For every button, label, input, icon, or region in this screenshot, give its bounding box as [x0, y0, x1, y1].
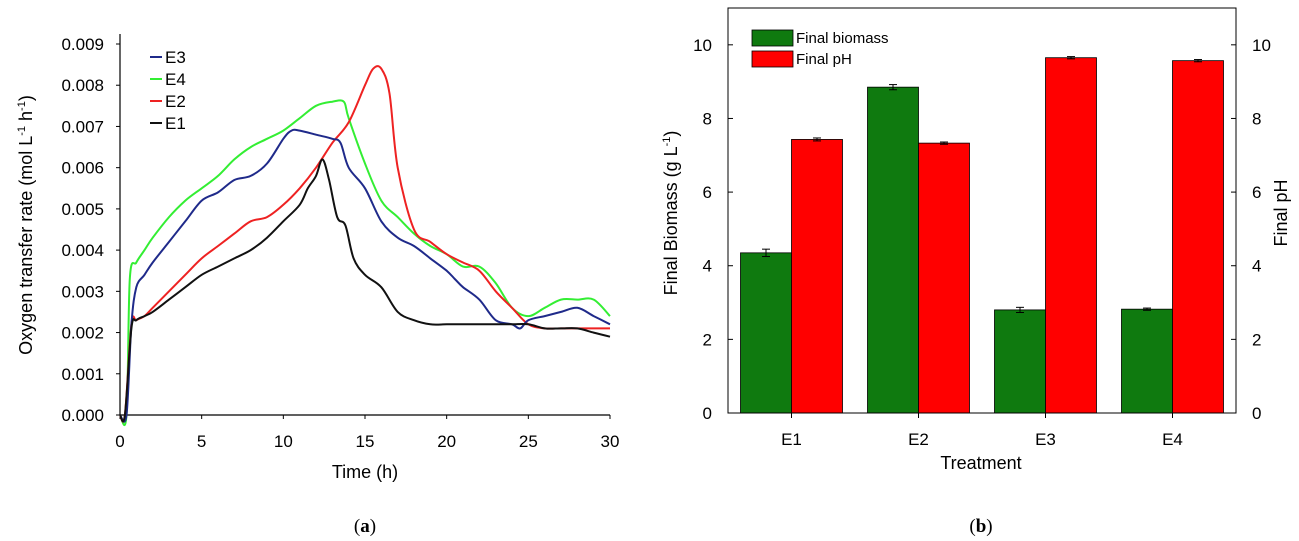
panel-b-right-axis-title: Final pH	[1271, 179, 1291, 246]
legend-label-final-biomass: Final biomass	[796, 30, 889, 47]
panel-b-left-tick-label: 6	[703, 183, 712, 202]
panel-b-caption: (b)	[969, 516, 992, 537]
panel-a-x-tick-label: 20	[437, 432, 456, 451]
panel-b-bars	[740, 56, 1224, 414]
panel-b-axes: 0 2 4 6 8 10 0 2 4 6 8 10 E1 E2 E3 E4	[693, 7, 1271, 449]
panel-a-x-tick-label: 15	[356, 432, 375, 451]
panel-b-right-tick-label: 6	[1252, 183, 1261, 202]
legend-label-e3: E3	[165, 48, 186, 67]
series-line-e4	[119, 99, 611, 426]
panel-a-y-tick-label: 0.005	[61, 200, 104, 219]
panel-b-right-tick-label: 4	[1252, 257, 1261, 276]
bar-final-ph-e3	[1045, 57, 1097, 414]
bar-final-ph-e2	[918, 142, 970, 414]
panel-b-right-tick-label: 0	[1252, 404, 1261, 423]
panel-b-left-tick-label: 0	[703, 404, 712, 423]
panel-b-left-tick-label: 2	[703, 330, 712, 349]
panel-a-y-tick-label: 0.007	[61, 117, 104, 136]
panel-b-left-tick-label: 4	[703, 257, 712, 276]
bar-final-biomass-e2	[867, 86, 919, 414]
bar-final-ph-e4	[1172, 60, 1224, 414]
panel-b-left-tick-label: 10	[693, 36, 712, 55]
panel-a-x-axis-title: Time (h)	[332, 462, 398, 482]
legend-label-final-ph: Final pH	[796, 51, 852, 68]
panel-b-x-tick-label: E1	[781, 430, 802, 449]
panel-a-y-tick-label: 0.003	[61, 282, 104, 301]
series-line-e2	[119, 65, 610, 423]
panel-b-x-axis-title: Treatment	[940, 453, 1021, 473]
bar-final-ph-e1	[791, 139, 843, 414]
panel-a-x-tick-label: 30	[601, 432, 620, 451]
series-line-e3	[119, 128, 611, 423]
panel-a-x-tick-label: 25	[519, 432, 538, 451]
panel-b-right-tick-label: 2	[1252, 330, 1261, 349]
bar-final-biomass-e1	[740, 252, 792, 414]
panel-b-x-tick-label: E2	[908, 430, 929, 449]
bar-final-biomass-e3	[994, 309, 1046, 414]
panel-a-x-tick-label: 10	[274, 432, 293, 451]
panel-b-x-tick-label: E4	[1162, 430, 1183, 449]
panel-a-axes: 0.000 0.001 0.002 0.003 0.004 0.005 0.006 0.007…	[61, 34, 619, 451]
legend-label-e1: E1	[165, 114, 186, 133]
panel-b-frame	[727, 7, 1237, 414]
panel-a-y-tick-label: 0.009	[61, 35, 104, 54]
panel-a-series	[119, 65, 611, 426]
panel-b-left-axis-title: Final Biomass (g L-1)	[661, 131, 681, 296]
legend-swatch-final-biomass	[751, 29, 794, 47]
panel-a-legend: E3 E4 E2 E1	[150, 48, 186, 133]
panel-a-y-tick-label: 0.002	[61, 324, 104, 343]
panel-a-y-tick-label: 0.008	[61, 76, 104, 95]
panel-a-oxygen-transfer-chart: 0.000 0.001 0.002 0.003 0.004 0.005 0.006 0.007…	[16, 34, 619, 537]
panel-a-x-tick-label: 0	[115, 432, 124, 451]
series-line-e1	[119, 158, 611, 423]
panel-a-caption: (a)	[354, 516, 376, 537]
panel-a-y-tick-label: 0.004	[61, 241, 104, 260]
legend-swatch-final-ph	[751, 50, 794, 68]
panel-a-y-tick-label: 0.000	[61, 406, 104, 425]
panel-b-legend: Final biomass Final pH	[751, 29, 889, 68]
panel-a-y-tick-label: 0.001	[61, 365, 104, 384]
panel-b-left-tick-label: 8	[703, 109, 712, 128]
panel-a-y-tick-label: 0.006	[61, 159, 104, 178]
panel-b-right-tick-label: 8	[1252, 109, 1261, 128]
bar-final-biomass-e4	[1121, 308, 1173, 414]
panel-b-right-tick-label: 10	[1252, 36, 1271, 55]
legend-label-e4: E4	[165, 70, 186, 89]
panel-b-x-tick-label: E3	[1035, 430, 1056, 449]
panel-a-y-axis-title: Oxygen transfer rate (mol L-1 h-1)	[16, 95, 36, 355]
panel-a-x-tick-label: 5	[197, 432, 206, 451]
legend-label-e2: E2	[165, 92, 186, 111]
